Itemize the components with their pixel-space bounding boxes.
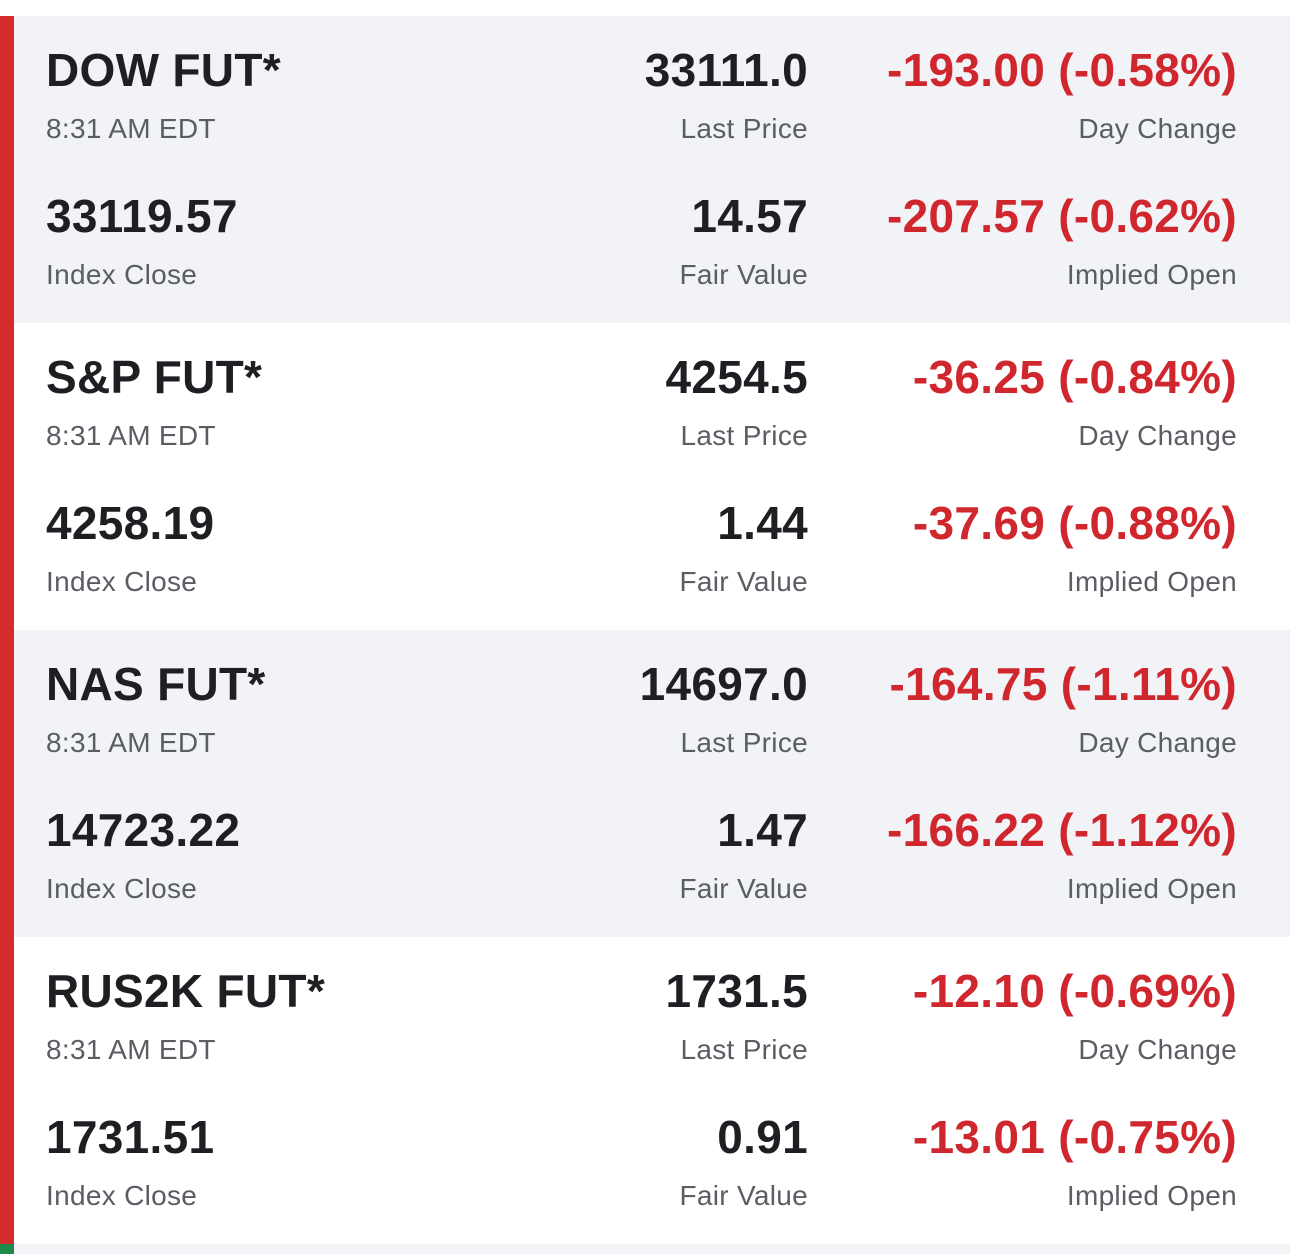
index-close-value: 14723.22 — [46, 804, 241, 856]
negative-change-indicator — [0, 937, 14, 1244]
future-name: NAS FUT* — [46, 658, 266, 710]
implied-open-value: -37.69 (-0.88%) — [912, 497, 1237, 549]
fair-value-label: Fair Value — [679, 1180, 808, 1211]
fair-value-value: 14.57 — [691, 190, 808, 242]
negative-change-indicator — [0, 630, 14, 937]
futures-card-rus2k[interactable]: RUS2K FUT* 8:31 AM EDT 1731.5 Last Price… — [0, 937, 1290, 1244]
implied-open-label: Implied Open — [1066, 1180, 1237, 1211]
fair-value-label: Fair Value — [679, 566, 808, 597]
quote-time: 8:31 AM EDT — [46, 1034, 216, 1065]
day-change-value: -36.25 (-0.84%) — [912, 351, 1237, 403]
implied-open-label: Implied Open — [1066, 566, 1237, 597]
implied-open-label: Implied Open — [1066, 259, 1237, 290]
positive-change-indicator — [0, 1244, 14, 1254]
last-price-label: Last Price — [680, 113, 808, 144]
futures-card-nas[interactable]: NAS FUT* 8:31 AM EDT 14697.0 Last Price … — [0, 630, 1290, 937]
implied-open-label: Implied Open — [1066, 873, 1237, 904]
last-price-value: 1731.5 — [665, 965, 808, 1017]
fair-value-value: 0.91 — [717, 1111, 808, 1163]
last-price-value: 33111.0 — [644, 44, 808, 96]
day-change-label: Day Change — [1078, 1034, 1237, 1065]
last-price-value: 14697.0 — [639, 658, 808, 710]
futures-card-sp[interactable]: S&P FUT* 8:31 AM EDT 4254.5 Last Price -… — [0, 323, 1290, 630]
index-close-value: 1731.51 — [46, 1111, 215, 1163]
implied-open-value: -166.22 (-1.12%) — [887, 804, 1237, 856]
next-card-peek[interactable] — [0, 1244, 1290, 1254]
index-close-label: Index Close — [46, 1180, 198, 1211]
last-price-label: Last Price — [680, 727, 808, 758]
last-price-label: Last Price — [680, 1034, 808, 1065]
fair-value-label: Fair Value — [679, 259, 808, 290]
last-price-label: Last Price — [680, 420, 808, 451]
futures-card-dow[interactable]: DOW FUT* 8:31 AM EDT 33111.0 Last Price … — [0, 16, 1290, 323]
fair-value-label: Fair Value — [679, 873, 808, 904]
future-name: RUS2K FUT* — [46, 965, 326, 1017]
quote-time: 8:31 AM EDT — [46, 727, 216, 758]
quote-time: 8:31 AM EDT — [46, 113, 216, 144]
day-change-value: -12.10 (-0.69%) — [912, 965, 1237, 1017]
future-name: DOW FUT* — [46, 44, 281, 96]
implied-open-value: -207.57 (-0.62%) — [887, 190, 1237, 242]
day-change-label: Day Change — [1078, 727, 1237, 758]
futures-list: DOW FUT* 8:31 AM EDT 33111.0 Last Price … — [0, 16, 1290, 1244]
index-close-label: Index Close — [46, 259, 198, 290]
quote-time: 8:31 AM EDT — [46, 420, 216, 451]
day-change-value: -193.00 (-0.58%) — [887, 44, 1237, 96]
day-change-label: Day Change — [1078, 113, 1237, 144]
negative-change-indicator — [0, 16, 14, 323]
index-close-label: Index Close — [46, 873, 198, 904]
fair-value-value: 1.47 — [717, 804, 808, 856]
day-change-value: -164.75 (-1.11%) — [889, 658, 1237, 710]
implied-open-value: -13.01 (-0.75%) — [912, 1111, 1237, 1163]
negative-change-indicator — [0, 323, 14, 630]
fair-value-value: 1.44 — [717, 497, 808, 549]
future-name: S&P FUT* — [46, 351, 263, 403]
last-price-value: 4254.5 — [665, 351, 808, 403]
index-close-value: 33119.57 — [46, 190, 238, 242]
index-close-label: Index Close — [46, 566, 198, 597]
day-change-label: Day Change — [1078, 420, 1237, 451]
index-close-value: 4258.19 — [46, 497, 215, 549]
